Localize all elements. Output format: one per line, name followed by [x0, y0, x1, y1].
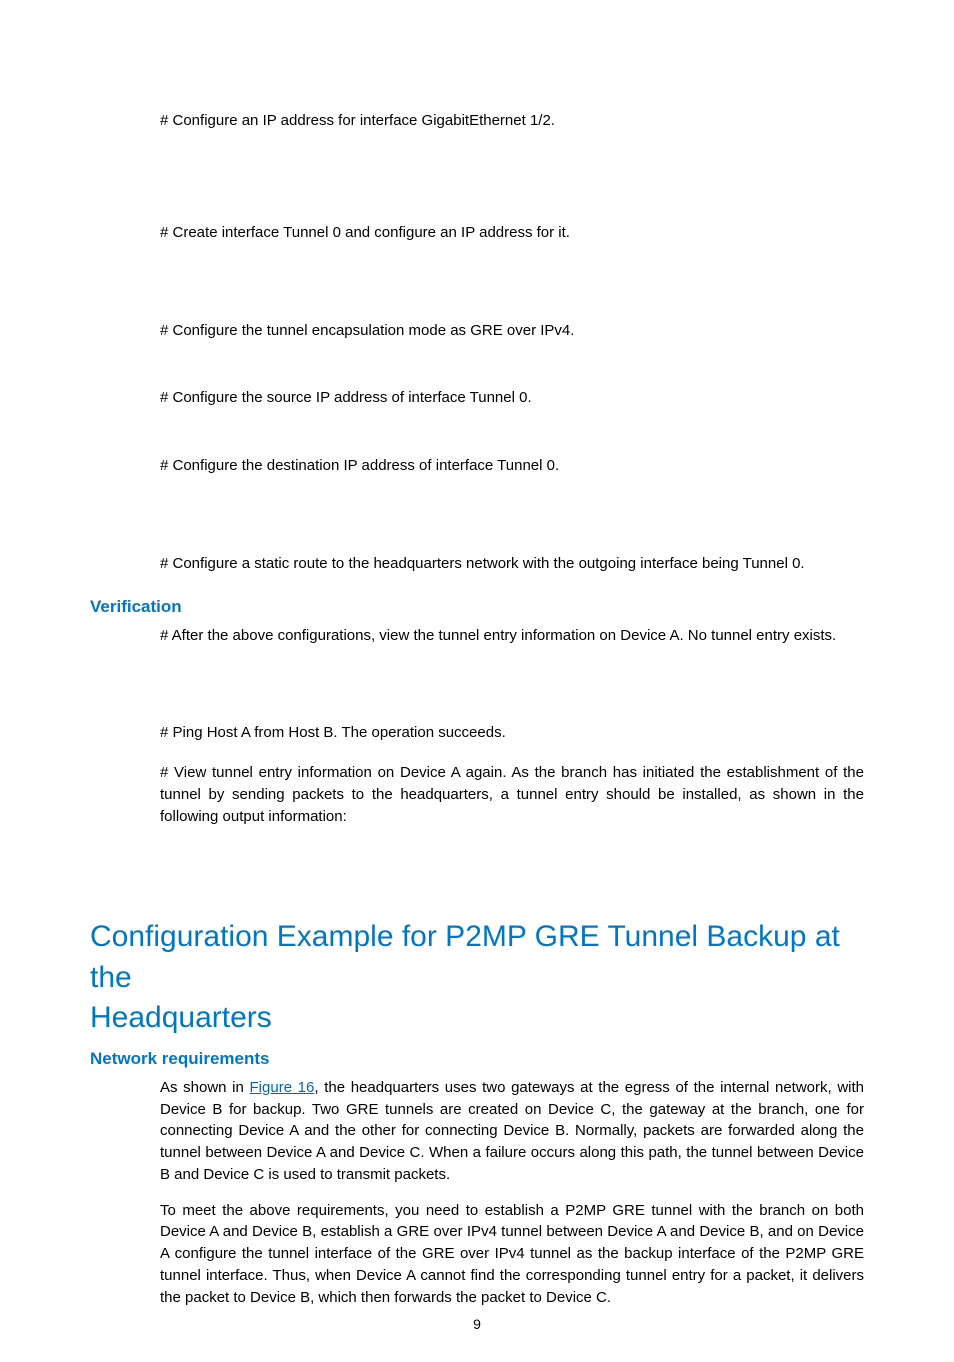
spacing	[90, 477, 864, 553]
section-title: Configuration Example for P2MP GRE Tunne…	[90, 917, 864, 1039]
config-step: # Create interface Tunnel 0 and configur…	[160, 222, 864, 244]
spacing	[90, 744, 864, 762]
config-step: # Configure the destination IP address o…	[160, 455, 864, 477]
figure-link[interactable]: Figure 16	[250, 1079, 315, 1096]
spacing	[90, 341, 864, 387]
config-step: # Configure an IP address for interface …	[160, 110, 864, 132]
para1-pre: As shown in	[160, 1079, 250, 1096]
page-number: 9	[0, 1316, 954, 1332]
spacing	[90, 827, 864, 917]
verification-heading: Verification	[90, 597, 864, 617]
requirements-paragraph: As shown in Figure 16, the headquarters …	[160, 1077, 864, 1186]
verification-step: # Ping Host A from Host B. The operation…	[160, 722, 864, 744]
config-step: # Configure the source IP address of int…	[160, 387, 864, 409]
verification-step: # After the above configurations, view t…	[160, 625, 864, 647]
spacing	[90, 244, 864, 320]
section-title-line1: Configuration Example for P2MP GRE Tunne…	[90, 920, 840, 994]
spacing	[90, 132, 864, 222]
spacing	[90, 409, 864, 455]
config-step: # Configure the tunnel encapsulation mod…	[160, 320, 864, 342]
document-page: # Configure an IP address for interface …	[0, 0, 954, 1362]
requirements-paragraph: To meet the above requirements, you need…	[160, 1200, 864, 1309]
network-requirements-heading: Network requirements	[90, 1049, 864, 1069]
verification-step: # View tunnel entry information on Devic…	[160, 762, 864, 827]
section-title-line2: Headquarters	[90, 1001, 272, 1034]
spacing	[90, 646, 864, 722]
config-step: # Configure a static route to the headqu…	[160, 553, 864, 575]
